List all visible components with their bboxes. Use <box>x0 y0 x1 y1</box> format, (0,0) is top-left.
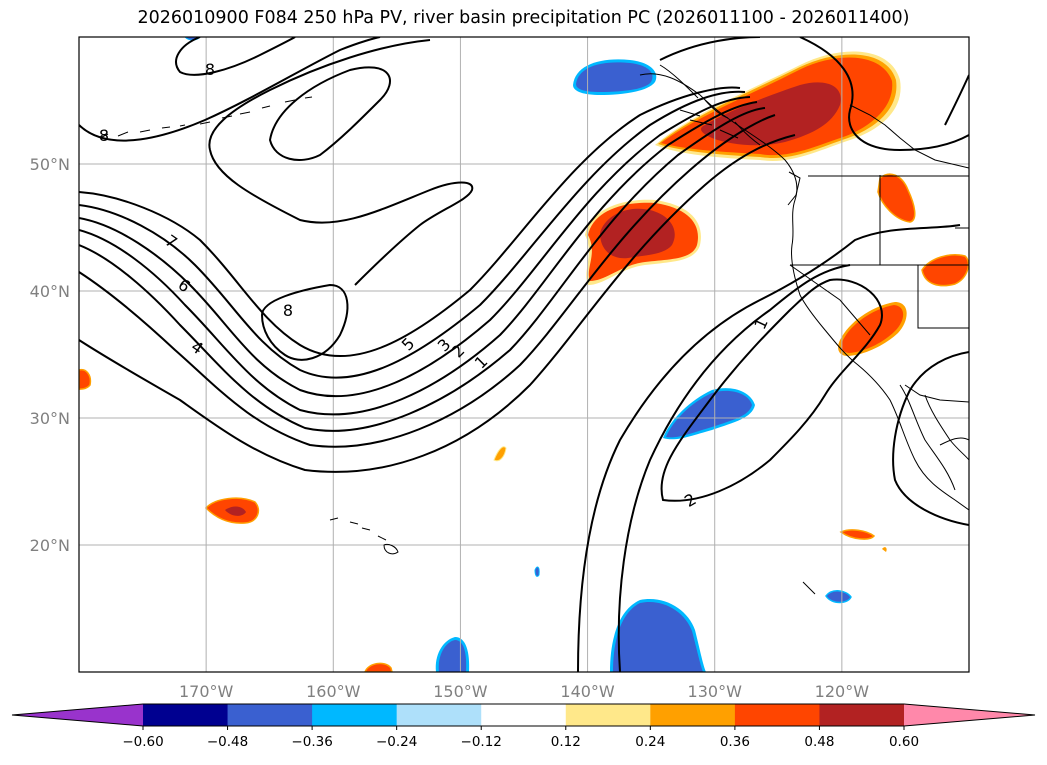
gridlines <box>79 37 969 672</box>
pc-positive-region-alaska <box>655 51 901 161</box>
contour-label: 8 <box>205 60 215 79</box>
pv-contour-ne <box>799 37 969 152</box>
colorbar-segment <box>312 704 398 726</box>
pc-positive-patch-tiny <box>882 547 887 552</box>
pv-contour-2 <box>79 114 776 448</box>
pc-positive-patch-west-edge <box>79 368 92 390</box>
pc-positive-patch-baja <box>839 529 876 540</box>
latitude-tick-label: 30°N <box>30 409 70 428</box>
pv-contour-6 <box>79 90 746 379</box>
precipitation-pc-field <box>79 37 969 672</box>
pc-fill-neg-0.36 <box>576 62 653 92</box>
latitude-tick-label: 40°N <box>30 282 70 301</box>
pc-fill-0.36 <box>841 305 904 353</box>
colorbar-segment <box>396 704 482 726</box>
pc-positive-region-great-basin <box>921 254 969 287</box>
pv-contour-1b <box>617 264 851 672</box>
pv-contour-1 <box>79 134 796 473</box>
colorbar-segment <box>227 704 313 726</box>
pv-contour-1-east <box>577 224 961 672</box>
colorbar-tick-label: −0.36 <box>291 734 332 750</box>
longitude-tick-label: 130°W <box>688 682 743 701</box>
pv-contour-8-arc <box>208 39 431 151</box>
revillagigedo-islands <box>802 581 816 595</box>
mexico-coast-line <box>939 437 969 446</box>
pv-contour-8-top <box>175 37 296 76</box>
pc-fill-0.48 <box>600 208 675 259</box>
pc-negative-region-alaska <box>573 59 657 95</box>
pc-fill-neg-0.36 <box>666 390 752 438</box>
colorbar-tick-label: −0.12 <box>461 734 502 750</box>
pc-negative-region-offshore <box>663 388 755 440</box>
colorbar-segment <box>481 704 567 726</box>
pv-contour-8-inner <box>260 283 349 361</box>
pc-negative-patch-small <box>534 566 540 577</box>
longitude-labels: 170°W 160°W 150°W 140°W 130°W 120°W <box>179 682 869 701</box>
baja-california-line <box>899 384 956 491</box>
canada-interior-border <box>849 104 969 169</box>
contour-label: 8 <box>99 126 109 145</box>
pv-contour-8-west <box>209 149 474 286</box>
colorbar-tick-label: −0.60 <box>122 734 163 750</box>
colorbar-tick-label: −0.48 <box>207 734 248 750</box>
chart-title: 2026010900 F084 250 hPa PV, river basin … <box>137 8 910 28</box>
longitude-tick-label: 140°W <box>560 682 615 701</box>
pc-fill-0.48 <box>225 506 246 516</box>
longitude-tick-label: 120°W <box>815 682 870 701</box>
colorbar-segment <box>565 704 651 726</box>
pv-contours <box>79 37 969 672</box>
colorbar-segment <box>819 704 905 726</box>
latitude-tick-label: 50°N <box>30 155 70 174</box>
pc-positive-region-california <box>838 302 907 356</box>
pc-positive-patch-bottom <box>364 662 393 672</box>
pc-positive-region-subtropics <box>204 497 260 524</box>
map-frame <box>78 36 970 673</box>
pc-fill-neg-0.36 <box>438 640 467 672</box>
pv-contour-ne-edge <box>944 74 969 126</box>
latitude-labels: 20°N 30°N 40°N 50°N <box>30 155 70 555</box>
pc-fill-neg-0.36 <box>613 601 703 672</box>
pc-positive-patch-hawaii-ne <box>493 446 507 462</box>
pc-positive-region-44n <box>585 199 701 285</box>
pc-fill-0.48 <box>700 82 841 146</box>
colorbar-extend-max <box>904 704 1035 726</box>
colorbar-tick-label: 0.12 <box>551 734 581 750</box>
pv-contour-4 <box>79 101 758 416</box>
hawaiian-islands <box>329 517 399 555</box>
map-panel: 8 8 7 6 4 8 5 3 2 1 1 2 <box>78 36 970 673</box>
pv-contour-5 <box>79 96 751 398</box>
pv-contour-7 <box>79 86 741 358</box>
pc-negative-patch-mexico <box>825 590 852 604</box>
alaska-panhandle-line <box>659 64 761 146</box>
colorbar-tick-label: 0.36 <box>720 734 750 750</box>
colorbar: −0.60 −0.48 −0.36 −0.24 −0.12 0.12 0.24 0.36 0.4… <box>11 703 1036 750</box>
colorbar-tick-label: 0.48 <box>804 734 834 750</box>
contour-label: 8 <box>283 301 293 320</box>
colorbar-segment <box>734 704 820 726</box>
longitude-tick-label: 160°W <box>306 682 361 701</box>
us-state-borders <box>790 175 969 329</box>
colorbar-tick-label: 0.24 <box>635 734 665 750</box>
us-mexico-border <box>904 384 969 403</box>
colorbar-tick-label: −0.24 <box>376 734 417 750</box>
pv-contour-3 <box>79 107 766 432</box>
colorbar-segment <box>143 704 229 726</box>
latitude-tick-label: 20°N <box>30 536 70 555</box>
vancouver-island-line <box>787 171 801 206</box>
longitude-tick-label: 170°W <box>179 682 234 701</box>
pv-contour-2-closed <box>660 278 883 502</box>
california-nevada-border <box>789 264 871 336</box>
longitude-tick-label: 150°W <box>433 682 488 701</box>
colorbar-segment <box>650 704 736 726</box>
colorbar-tick-label: 0.60 <box>889 734 919 750</box>
colorbar-extend-min <box>12 704 143 726</box>
pv-contour-east-edge <box>892 351 969 526</box>
pv-contour-8-north <box>79 37 381 142</box>
pv-contour-8-closed <box>268 66 391 161</box>
pc-negative-region-tropics-east <box>610 599 706 672</box>
